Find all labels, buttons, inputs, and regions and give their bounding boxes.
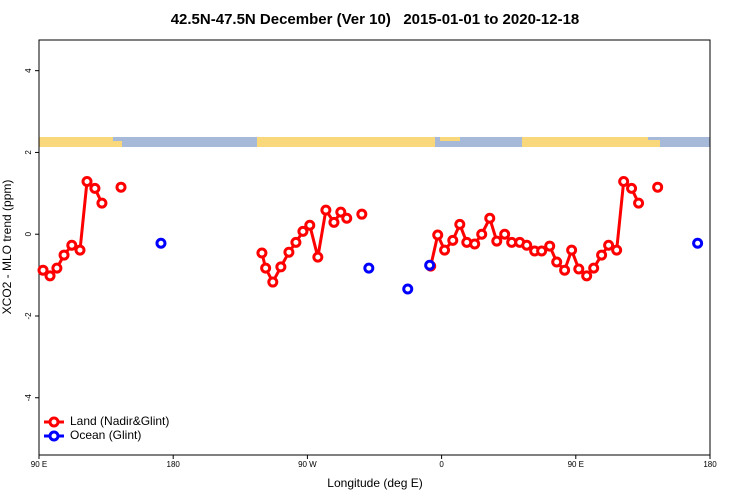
- point: [402, 283, 414, 295]
- point: [596, 249, 608, 261]
- point: [603, 239, 615, 251]
- point: [297, 225, 309, 237]
- point: [447, 234, 459, 246]
- legend-label: Land (Nadir&Glint): [70, 414, 169, 428]
- x-tick-label: 0: [439, 460, 444, 469]
- land-band: [648, 140, 660, 147]
- point: [626, 182, 638, 194]
- point: [256, 247, 268, 259]
- point: [290, 236, 302, 248]
- point: [356, 208, 368, 220]
- y-tick-label: 4: [24, 68, 33, 73]
- point: [66, 239, 78, 251]
- point: [652, 181, 664, 193]
- plot-frame: [38, 39, 711, 456]
- land-band: [522, 137, 648, 147]
- land-band: [257, 137, 435, 147]
- point: [81, 175, 93, 187]
- point: [96, 197, 108, 209]
- point: [521, 239, 533, 251]
- point: [588, 262, 600, 274]
- y-tick-label: -4: [24, 394, 33, 402]
- y-axis-label: XCO2 - MLO trend (ppm): [0, 180, 14, 315]
- point: [312, 251, 324, 263]
- y-tick-label: -2: [24, 312, 33, 320]
- x-axis-label: Longitude (deg E): [327, 476, 422, 490]
- point: [37, 264, 49, 276]
- point: [544, 240, 556, 252]
- point: [320, 204, 332, 216]
- point: [611, 244, 623, 256]
- land-band: [113, 141, 122, 147]
- point: [439, 244, 451, 256]
- x-tick-label: 90 E: [31, 460, 47, 469]
- point: [432, 229, 444, 241]
- legend-marker: [48, 416, 60, 428]
- point: [267, 276, 279, 288]
- point: [536, 245, 548, 257]
- land-band: [39, 137, 113, 147]
- x-tick-label: 180: [167, 460, 181, 469]
- land-mask: [39, 137, 710, 147]
- point: [559, 264, 571, 276]
- x-tick-label: 90 W: [298, 460, 317, 469]
- point: [573, 263, 585, 275]
- point: [341, 212, 353, 224]
- point: [476, 228, 488, 240]
- point: [44, 270, 56, 282]
- point: [58, 249, 70, 261]
- y-tick-label: 0: [24, 231, 33, 236]
- point: [454, 218, 466, 230]
- point: [304, 219, 316, 231]
- point: [89, 182, 101, 194]
- chart-title: 42.5N-47.5N December (Ver 10) 2015-01-01…: [171, 11, 580, 28]
- point: [424, 259, 436, 271]
- point: [51, 262, 63, 274]
- point: [155, 237, 167, 249]
- point: [260, 262, 272, 274]
- point: [283, 246, 295, 258]
- point: [618, 175, 630, 187]
- point: [692, 237, 704, 249]
- point: [363, 262, 375, 274]
- land-band: [440, 137, 460, 141]
- point: [633, 197, 645, 209]
- point: [469, 238, 481, 250]
- point: [491, 235, 503, 247]
- point: [499, 228, 511, 240]
- y-tick-label: 2: [24, 150, 33, 155]
- legend-marker: [48, 430, 60, 442]
- point: [484, 212, 496, 224]
- legend-label: Ocean (Glint): [70, 428, 141, 442]
- point: [115, 181, 127, 193]
- point: [551, 256, 563, 268]
- point: [74, 244, 86, 256]
- point: [335, 206, 347, 218]
- point: [581, 270, 593, 282]
- point: [328, 216, 340, 228]
- point: [275, 261, 287, 273]
- x-tick-label: 180: [703, 460, 717, 469]
- x-tick-label: 90 E: [568, 460, 584, 469]
- point: [566, 244, 578, 256]
